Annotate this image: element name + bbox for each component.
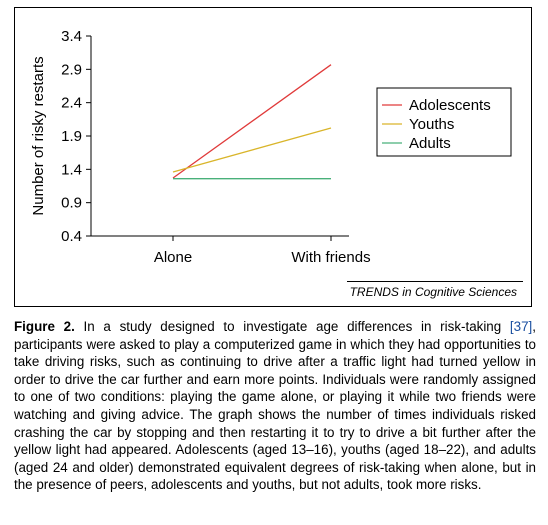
caption-text-1: In a study designed to investigate age d… — [74, 319, 510, 334]
y-tick-label: 3.4 — [61, 28, 82, 45]
figure-panel: 0.4 0.9 1.4 1.9 2.4 2.9 3.4 Alone With friends Nu… — [14, 7, 532, 307]
legend-label-adults: Adults — [409, 135, 451, 152]
caption-label: Figure 2. — [14, 319, 75, 334]
y-tick-label: 2.9 — [61, 61, 82, 78]
y-tick-label: 1.9 — [61, 128, 82, 145]
y-tick-label: 1.4 — [61, 161, 82, 178]
y-tick-label: 2.4 — [61, 95, 82, 112]
y-tick-label: 0.9 — [61, 195, 82, 212]
credit-rule — [347, 281, 523, 282]
x-tick-label: With friends — [291, 249, 370, 266]
figure-credit: TRENDS in Cognitive Sciences — [349, 285, 517, 299]
caption-reference-link[interactable]: [37] — [509, 319, 533, 334]
y-tick-label: 0.4 — [61, 228, 82, 245]
y-axis-title: Number of risky restarts — [30, 56, 47, 215]
legend-label-adolescents: Adolescents — [409, 97, 491, 114]
legend-label-youths: Youths — [409, 116, 454, 133]
legend-box — [376, 87, 512, 157]
caption-text-2: , participants were asked to play a comp… — [14, 319, 536, 493]
series-line-adolescents — [172, 64, 332, 179]
series-line-youths — [172, 127, 332, 173]
line-chart: 0.4 0.9 1.4 1.9 2.4 2.9 3.4 Alone With friends Nu… — [30, 28, 512, 266]
figure-caption: Figure 2. In a study designed to investi… — [14, 318, 536, 494]
x-tick-label: Alone — [154, 249, 192, 266]
